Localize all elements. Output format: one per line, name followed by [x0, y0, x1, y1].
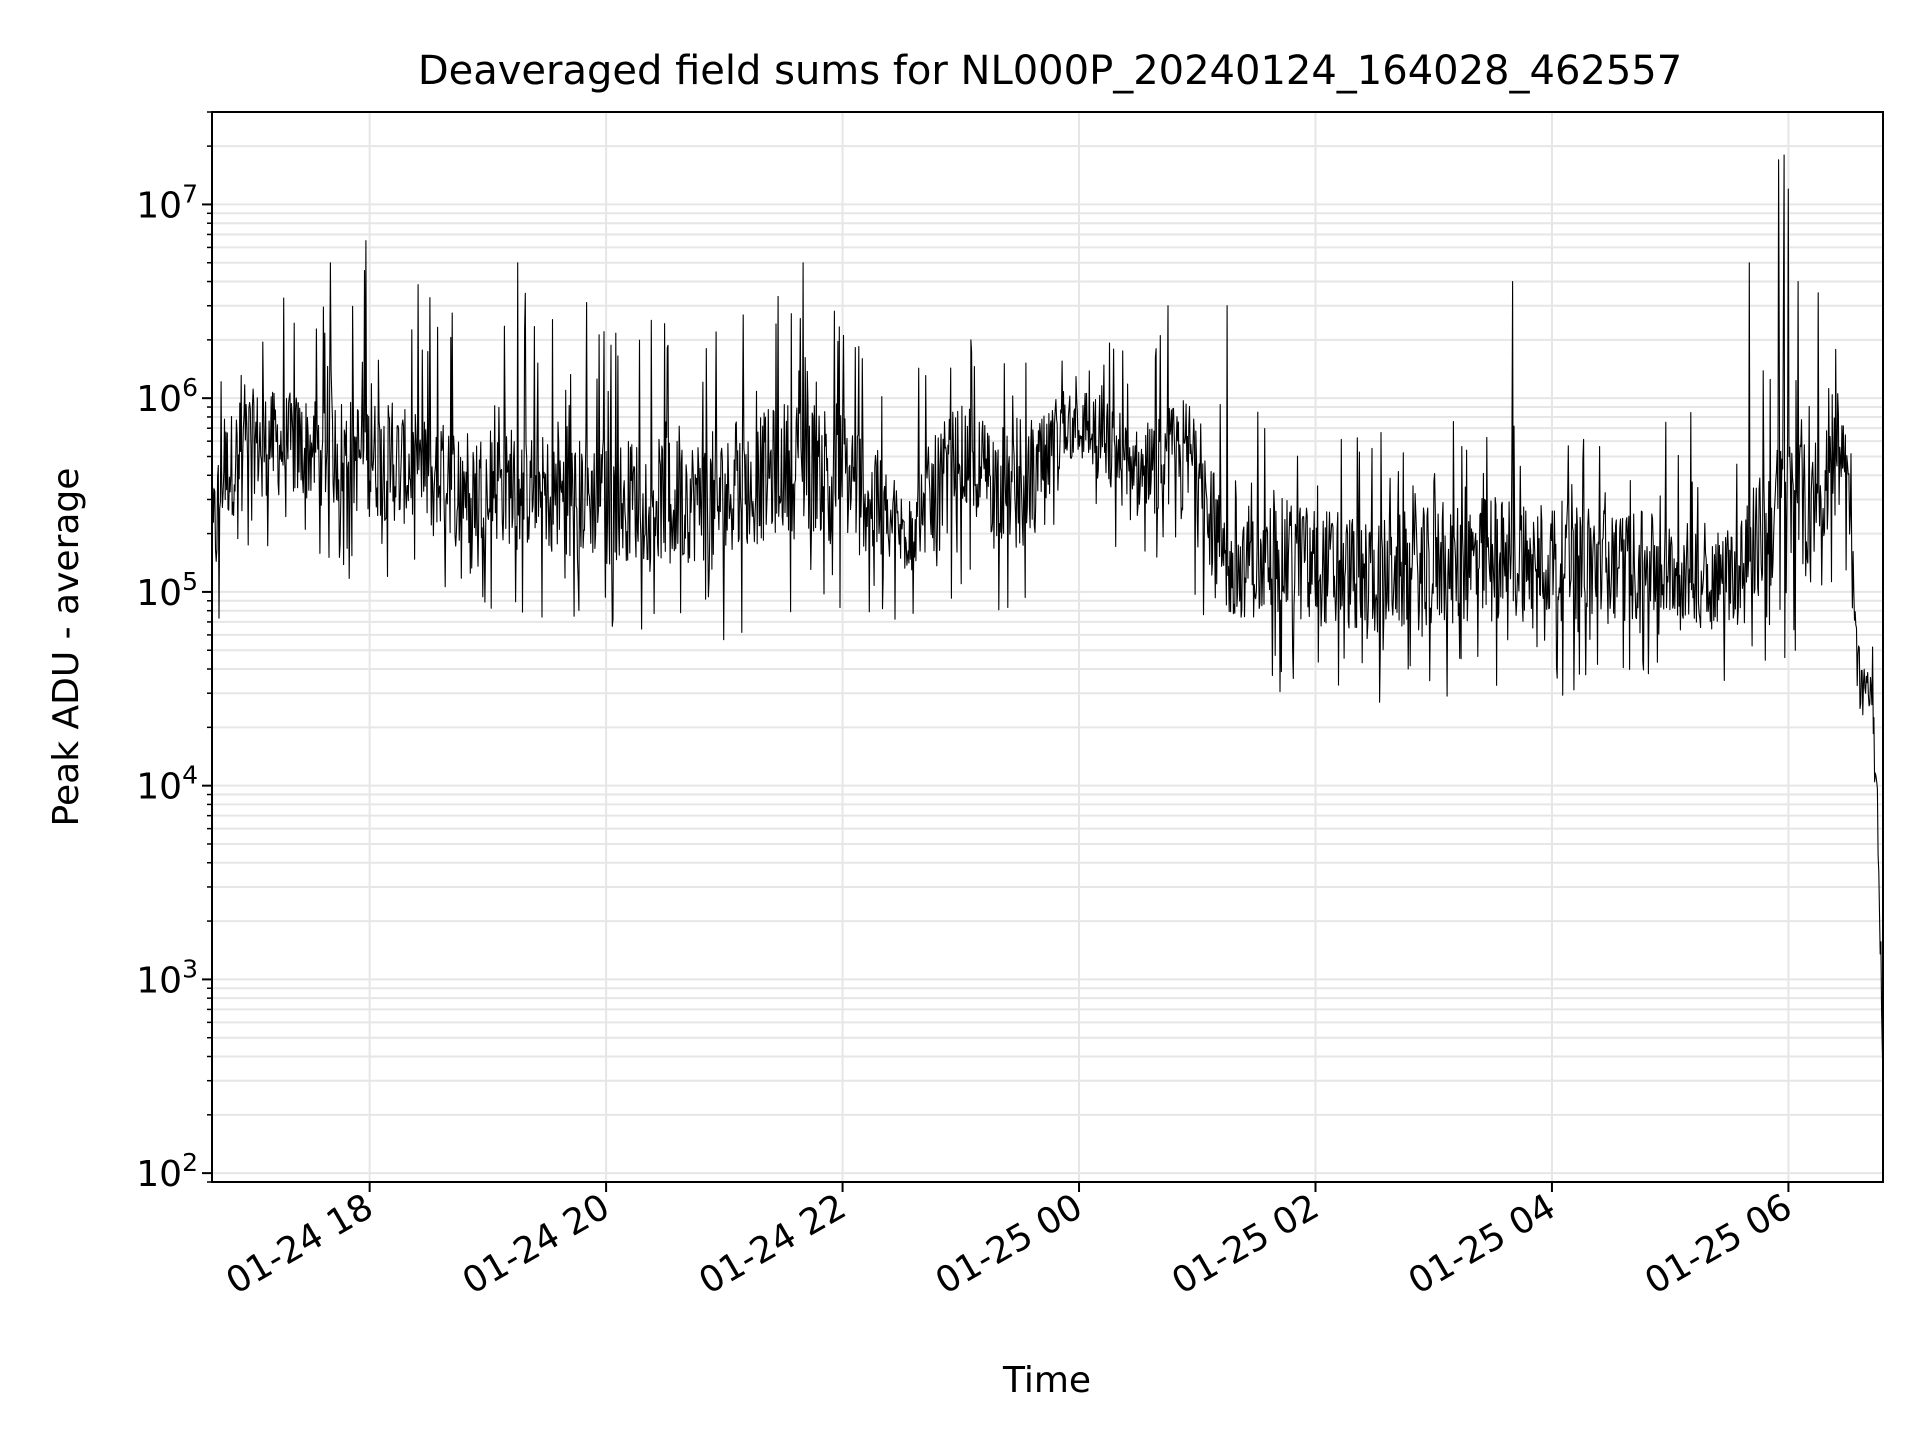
y-axis: 102 103 104 105 106 107 — [136, 179, 212, 1195]
y-tick-label: 105 — [136, 567, 198, 614]
plot-frame — [211, 111, 1884, 1183]
chart-title: Deaveraged field sums for NL000P_2024012… — [418, 48, 1682, 94]
y-tick-label: 106 — [136, 373, 198, 420]
grid — [207, 111, 1883, 1183]
y-axis-label: Peak ADU - average — [46, 468, 87, 827]
series-line — [211, 154, 1884, 1081]
y-tick-label: 104 — [136, 761, 198, 808]
y-tick-label: 103 — [136, 954, 198, 1001]
x-axis-label: Time — [1002, 1360, 1091, 1401]
y-tick-label: 107 — [136, 179, 198, 226]
y-tick-label: 102 — [136, 1148, 198, 1195]
series-path — [211, 154, 1884, 1081]
